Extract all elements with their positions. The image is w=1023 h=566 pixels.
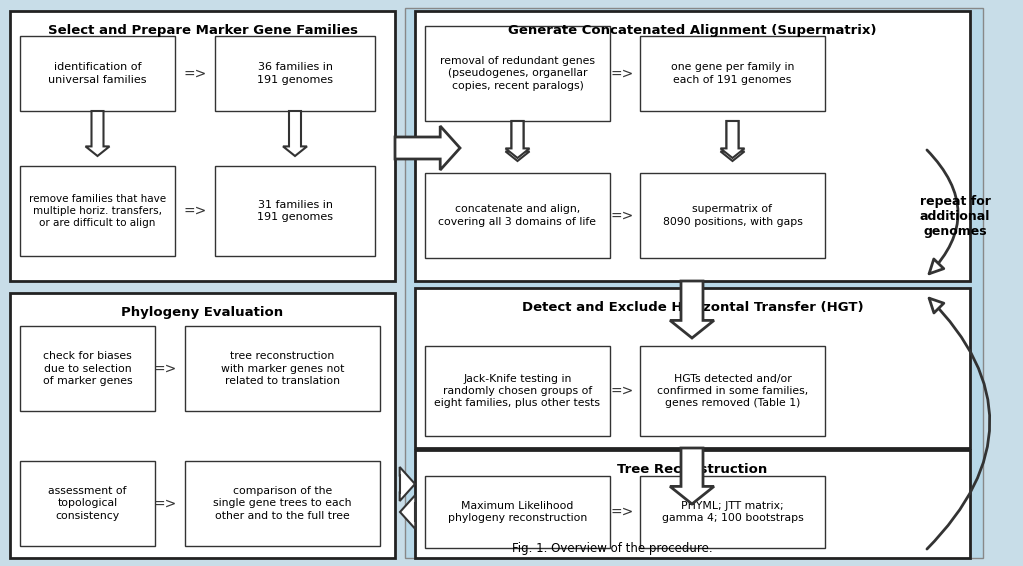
FancyBboxPatch shape (640, 476, 825, 548)
Text: remove families that have
multiple horiz. transfers,
or are difficult to align: remove families that have multiple horiz… (29, 194, 166, 229)
Polygon shape (720, 121, 745, 161)
FancyBboxPatch shape (215, 36, 375, 111)
FancyBboxPatch shape (20, 326, 155, 411)
FancyBboxPatch shape (415, 11, 970, 281)
FancyBboxPatch shape (425, 346, 610, 436)
Text: =>: => (183, 204, 207, 218)
Text: comparison of the
single gene trees to each
other and to the full tree: comparison of the single gene trees to e… (213, 486, 352, 521)
FancyBboxPatch shape (405, 8, 983, 558)
Polygon shape (670, 281, 714, 338)
Text: repeat for
additional
genomes: repeat for additional genomes (920, 195, 990, 238)
FancyBboxPatch shape (20, 36, 175, 111)
FancyBboxPatch shape (640, 346, 825, 436)
Text: 31 families in
191 genomes: 31 families in 191 genomes (257, 200, 333, 222)
Text: PHYML; JTT matrix;
gamma 4; 100 bootstraps: PHYML; JTT matrix; gamma 4; 100 bootstra… (662, 501, 803, 523)
Text: tree reconstruction
with marker genes not
related to translation: tree reconstruction with marker genes no… (221, 351, 344, 386)
Text: Fig. 1. Overview of the procedure.: Fig. 1. Overview of the procedure. (512, 542, 712, 555)
Text: one gene per family in
each of 191 genomes: one gene per family in each of 191 genom… (671, 62, 794, 85)
Polygon shape (86, 111, 109, 156)
Text: concatenate and align,
covering all 3 domains of life: concatenate and align, covering all 3 do… (439, 204, 596, 227)
Text: Phylogeny Evaluation: Phylogeny Evaluation (122, 306, 283, 319)
FancyBboxPatch shape (425, 26, 610, 121)
Text: Tree Reconstruction: Tree Reconstruction (617, 463, 767, 476)
Text: =>: => (611, 384, 633, 398)
Text: Jack-Knife testing in
randomly chosen groups of
eight families, plus other tests: Jack-Knife testing in randomly chosen gr… (435, 374, 601, 409)
FancyBboxPatch shape (10, 293, 395, 558)
Polygon shape (400, 495, 415, 529)
Text: check for biases
due to selection
of marker genes: check for biases due to selection of mar… (43, 351, 132, 386)
Text: supermatrix of
8090 positions, with gaps: supermatrix of 8090 positions, with gaps (663, 204, 802, 227)
FancyBboxPatch shape (10, 11, 395, 281)
FancyBboxPatch shape (640, 173, 825, 258)
FancyBboxPatch shape (415, 288, 970, 448)
Polygon shape (505, 121, 530, 161)
FancyBboxPatch shape (640, 36, 825, 111)
FancyBboxPatch shape (20, 461, 155, 546)
Text: Detect and Exclude Horizontal Transfer (HGT): Detect and Exclude Horizontal Transfer (… (522, 301, 863, 314)
Text: removal of redundant genes
(pseudogenes, organellar
copies, recent paralogs): removal of redundant genes (pseudogenes,… (440, 56, 595, 91)
Text: =>: => (153, 496, 177, 511)
Polygon shape (395, 126, 460, 170)
FancyBboxPatch shape (425, 476, 610, 548)
FancyBboxPatch shape (215, 166, 375, 256)
FancyBboxPatch shape (185, 461, 380, 546)
FancyBboxPatch shape (425, 173, 610, 258)
Text: Generate Concatenated Alignment (Supermatrix): Generate Concatenated Alignment (Superma… (508, 24, 877, 37)
Polygon shape (720, 121, 745, 158)
Text: identification of
universal families: identification of universal families (48, 62, 146, 85)
FancyBboxPatch shape (185, 326, 380, 411)
FancyBboxPatch shape (415, 450, 970, 558)
Text: Select and Prepare Marker Gene Families: Select and Prepare Marker Gene Families (47, 24, 357, 37)
Polygon shape (505, 121, 530, 158)
Text: 36 families in
191 genomes: 36 families in 191 genomes (257, 62, 333, 85)
Polygon shape (670, 448, 714, 504)
Text: assessment of
topological
consistency: assessment of topological consistency (48, 486, 127, 521)
Text: =>: => (611, 67, 633, 81)
Text: =>: => (183, 67, 207, 81)
Polygon shape (283, 111, 307, 156)
Text: =>: => (611, 209, 633, 223)
Text: HGTs detected and/or
confirmed in some families,
genes removed (Table 1): HGTs detected and/or confirmed in some f… (657, 374, 808, 409)
Polygon shape (400, 467, 415, 501)
Text: =>: => (153, 362, 177, 375)
Text: Maximum Likelihood
phylogeny reconstruction: Maximum Likelihood phylogeny reconstruct… (448, 501, 587, 523)
Text: =>: => (611, 505, 633, 519)
FancyBboxPatch shape (20, 166, 175, 256)
